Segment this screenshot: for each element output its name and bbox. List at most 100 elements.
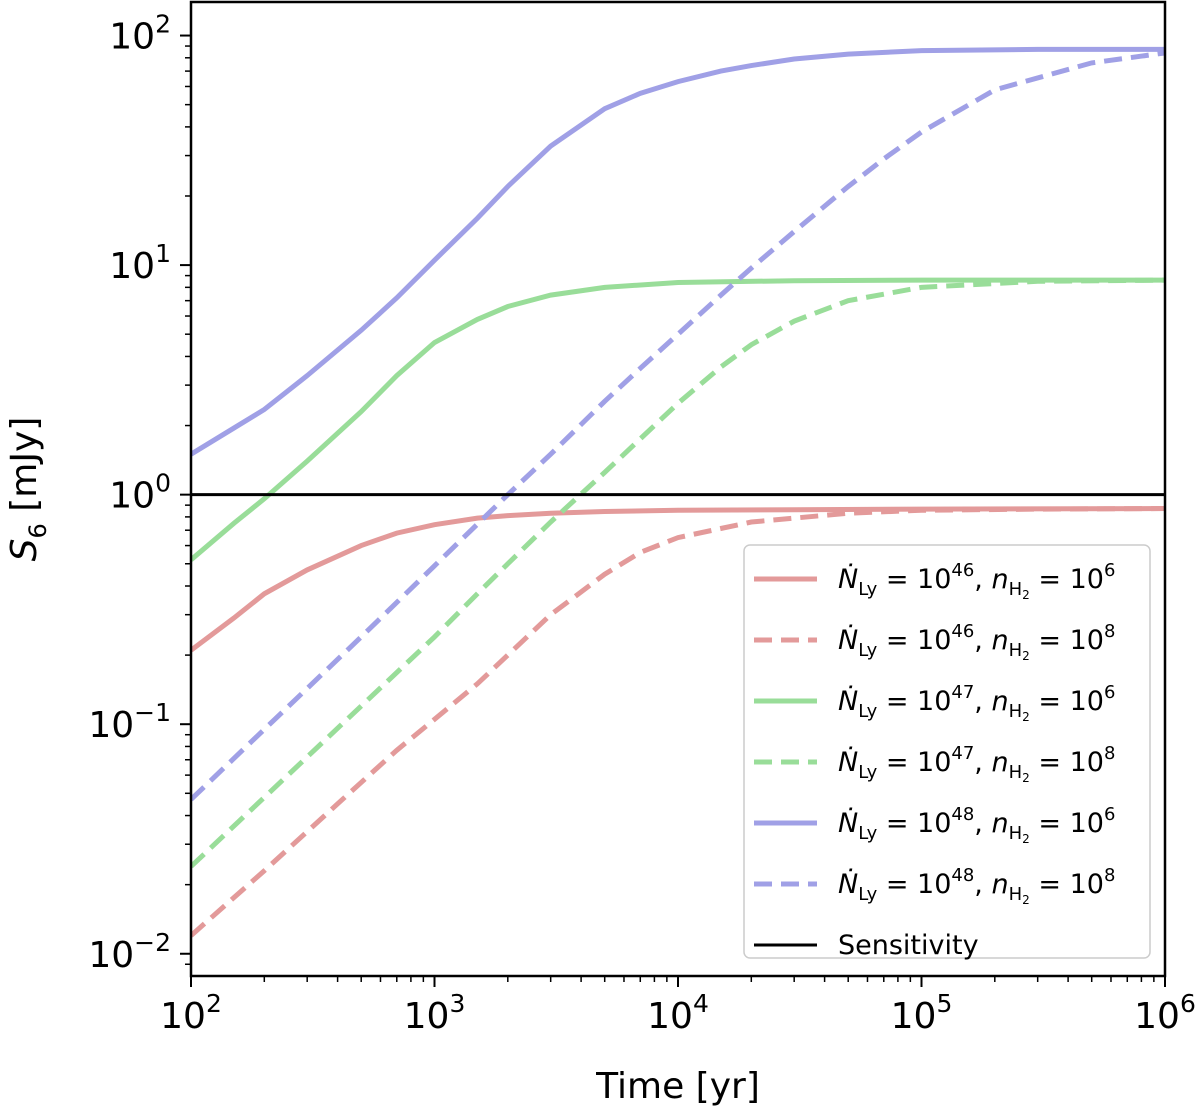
legend-exponent: 8 [1104,743,1115,764]
legend-exponent: 6 [1104,560,1115,581]
legend-subscript: Ly [858,884,877,905]
x-tick-base: 10 [647,996,693,1037]
legend-label-3: ṄLy = 1047, nH2 = 108 [838,743,1115,785]
y-tick-label-3: 101 [109,239,171,287]
legend-subscript: 2 [1022,832,1030,846]
series-line-1 [191,506,1165,938]
legend-text-part: = 10 [1030,808,1104,839]
legend-text-part: = 10 [1030,625,1104,656]
legend-subscript: Ly [858,640,877,661]
legend-symbol-n: n [991,747,1008,778]
legend-text-part: , [974,808,991,839]
legend-symbol-n: Ṅ [838,563,858,595]
legend-symbol-n: Ṅ [838,624,858,656]
x-tick-exponent: 3 [449,989,465,1018]
legend-label-0: ṄLy = 1046, nH2 = 106 [838,560,1115,602]
legend-subscript: Ly [858,579,877,600]
legend-text-part: = 10 [877,625,951,656]
series-line-0 [191,506,1165,653]
x-tick-exponent: 2 [206,989,222,1018]
x-tick-exponent: 4 [693,989,709,1018]
legend-subscript: H [1009,701,1023,722]
legend-exponent: 46 [951,560,974,581]
legend-subscript: Ly [858,823,877,844]
legend-text-part: = 10 [1030,747,1104,778]
legend-symbol-n: n [991,869,1008,900]
y-axis-label-subscript: 6 [24,523,52,538]
y-tick-label-1: 10−1 [88,698,171,746]
x-tick-label-1: 103 [404,989,466,1037]
legend-symbol-n: n [991,564,1008,595]
y-tick-exponent: 2 [155,10,171,39]
series-line-4 [191,46,1165,457]
legend-symbol-n: Ṅ [838,807,858,839]
y-tick-label-4: 102 [109,10,171,58]
x-tick-base: 10 [1134,996,1180,1037]
legend-exponent: 48 [951,865,974,886]
legend-subscript: 2 [1022,893,1030,907]
legend-text-part: = 10 [877,869,951,900]
legend-subscript: H [1009,762,1023,783]
legend-text-part: = 10 [877,808,951,839]
legend-symbol-n: Ṅ [838,868,858,900]
legend-subscript: Ly [858,762,877,783]
x-tick-base: 10 [160,996,206,1037]
x-tick-label-4: 106 [1134,989,1196,1037]
legend-exponent: 46 [951,621,974,642]
x-tick-label-0: 102 [160,989,222,1037]
y-tick-exponent: 1 [155,239,171,268]
legend-symbol-n: n [991,686,1008,717]
legend-text-part: , [974,625,991,656]
legend-subscript: 2 [1022,771,1030,785]
legend-subscript: 2 [1022,710,1030,724]
legend-exponent: 47 [951,743,974,764]
legend-subscript: 2 [1022,588,1030,602]
y-axis-label-unit: [mJy] [4,417,45,524]
x-tick-exponent: 5 [936,989,952,1018]
y-tick-base: 10 [109,17,155,58]
y-tick-base: 10 [109,476,155,517]
x-tick-base: 10 [891,996,937,1037]
y-tick-label-2: 100 [109,469,171,517]
x-tick-label-3: 105 [891,989,953,1037]
legend-subscript: H [1009,579,1023,600]
legend-text-part: , [974,686,991,717]
legend-text-part: , [974,747,991,778]
legend-subscript: H [1009,884,1023,905]
y-tick-exponent: 0 [155,469,171,498]
x-axis-ticks: 102 103 104 105 106 [160,976,1196,1037]
legend-text-part: = 10 [877,686,951,717]
y-tick-label-0: 10−2 [88,928,171,976]
x-axis-label: Time [yr] [595,1066,760,1107]
y-tick-base: 10 [88,705,134,746]
y-tick-base: 10 [88,935,134,976]
legend-label-sensitivity: Sensitivity [838,930,979,961]
legend-exponent: 6 [1104,682,1115,703]
legend-subscript: H [1009,823,1023,844]
legend-label-1: ṄLy = 1046, nH2 = 108 [838,621,1115,663]
legend-label-2: ṄLy = 1047, nH2 = 106 [838,682,1115,724]
legend-exponent: 48 [951,804,974,825]
y-tick-base: 10 [109,246,155,287]
legend-exponent: 8 [1104,865,1115,886]
legend-text-part: = 10 [877,564,951,595]
series-layer [191,46,1165,938]
legend-text-part: = 10 [877,747,951,778]
legend-text-part: = 10 [1030,686,1104,717]
x-tick-label-2: 104 [647,989,709,1037]
series-line-2 [191,277,1165,562]
legend-exponent: 8 [1104,621,1115,642]
y-tick-exponent: −1 [134,698,171,727]
legend-symbol-n: Ṅ [838,746,858,778]
x-tick-base: 10 [404,996,450,1037]
y-tick-exponent: −2 [134,928,171,957]
legend-text-part: = 10 [1030,869,1104,900]
legend-text-part: , [974,564,991,595]
legend-label-4: ṄLy = 1048, nH2 = 106 [838,804,1115,846]
series-line-5 [191,50,1165,802]
y-axis-label-symbol: S [4,538,45,561]
x-tick-exponent: 6 [1180,989,1196,1018]
